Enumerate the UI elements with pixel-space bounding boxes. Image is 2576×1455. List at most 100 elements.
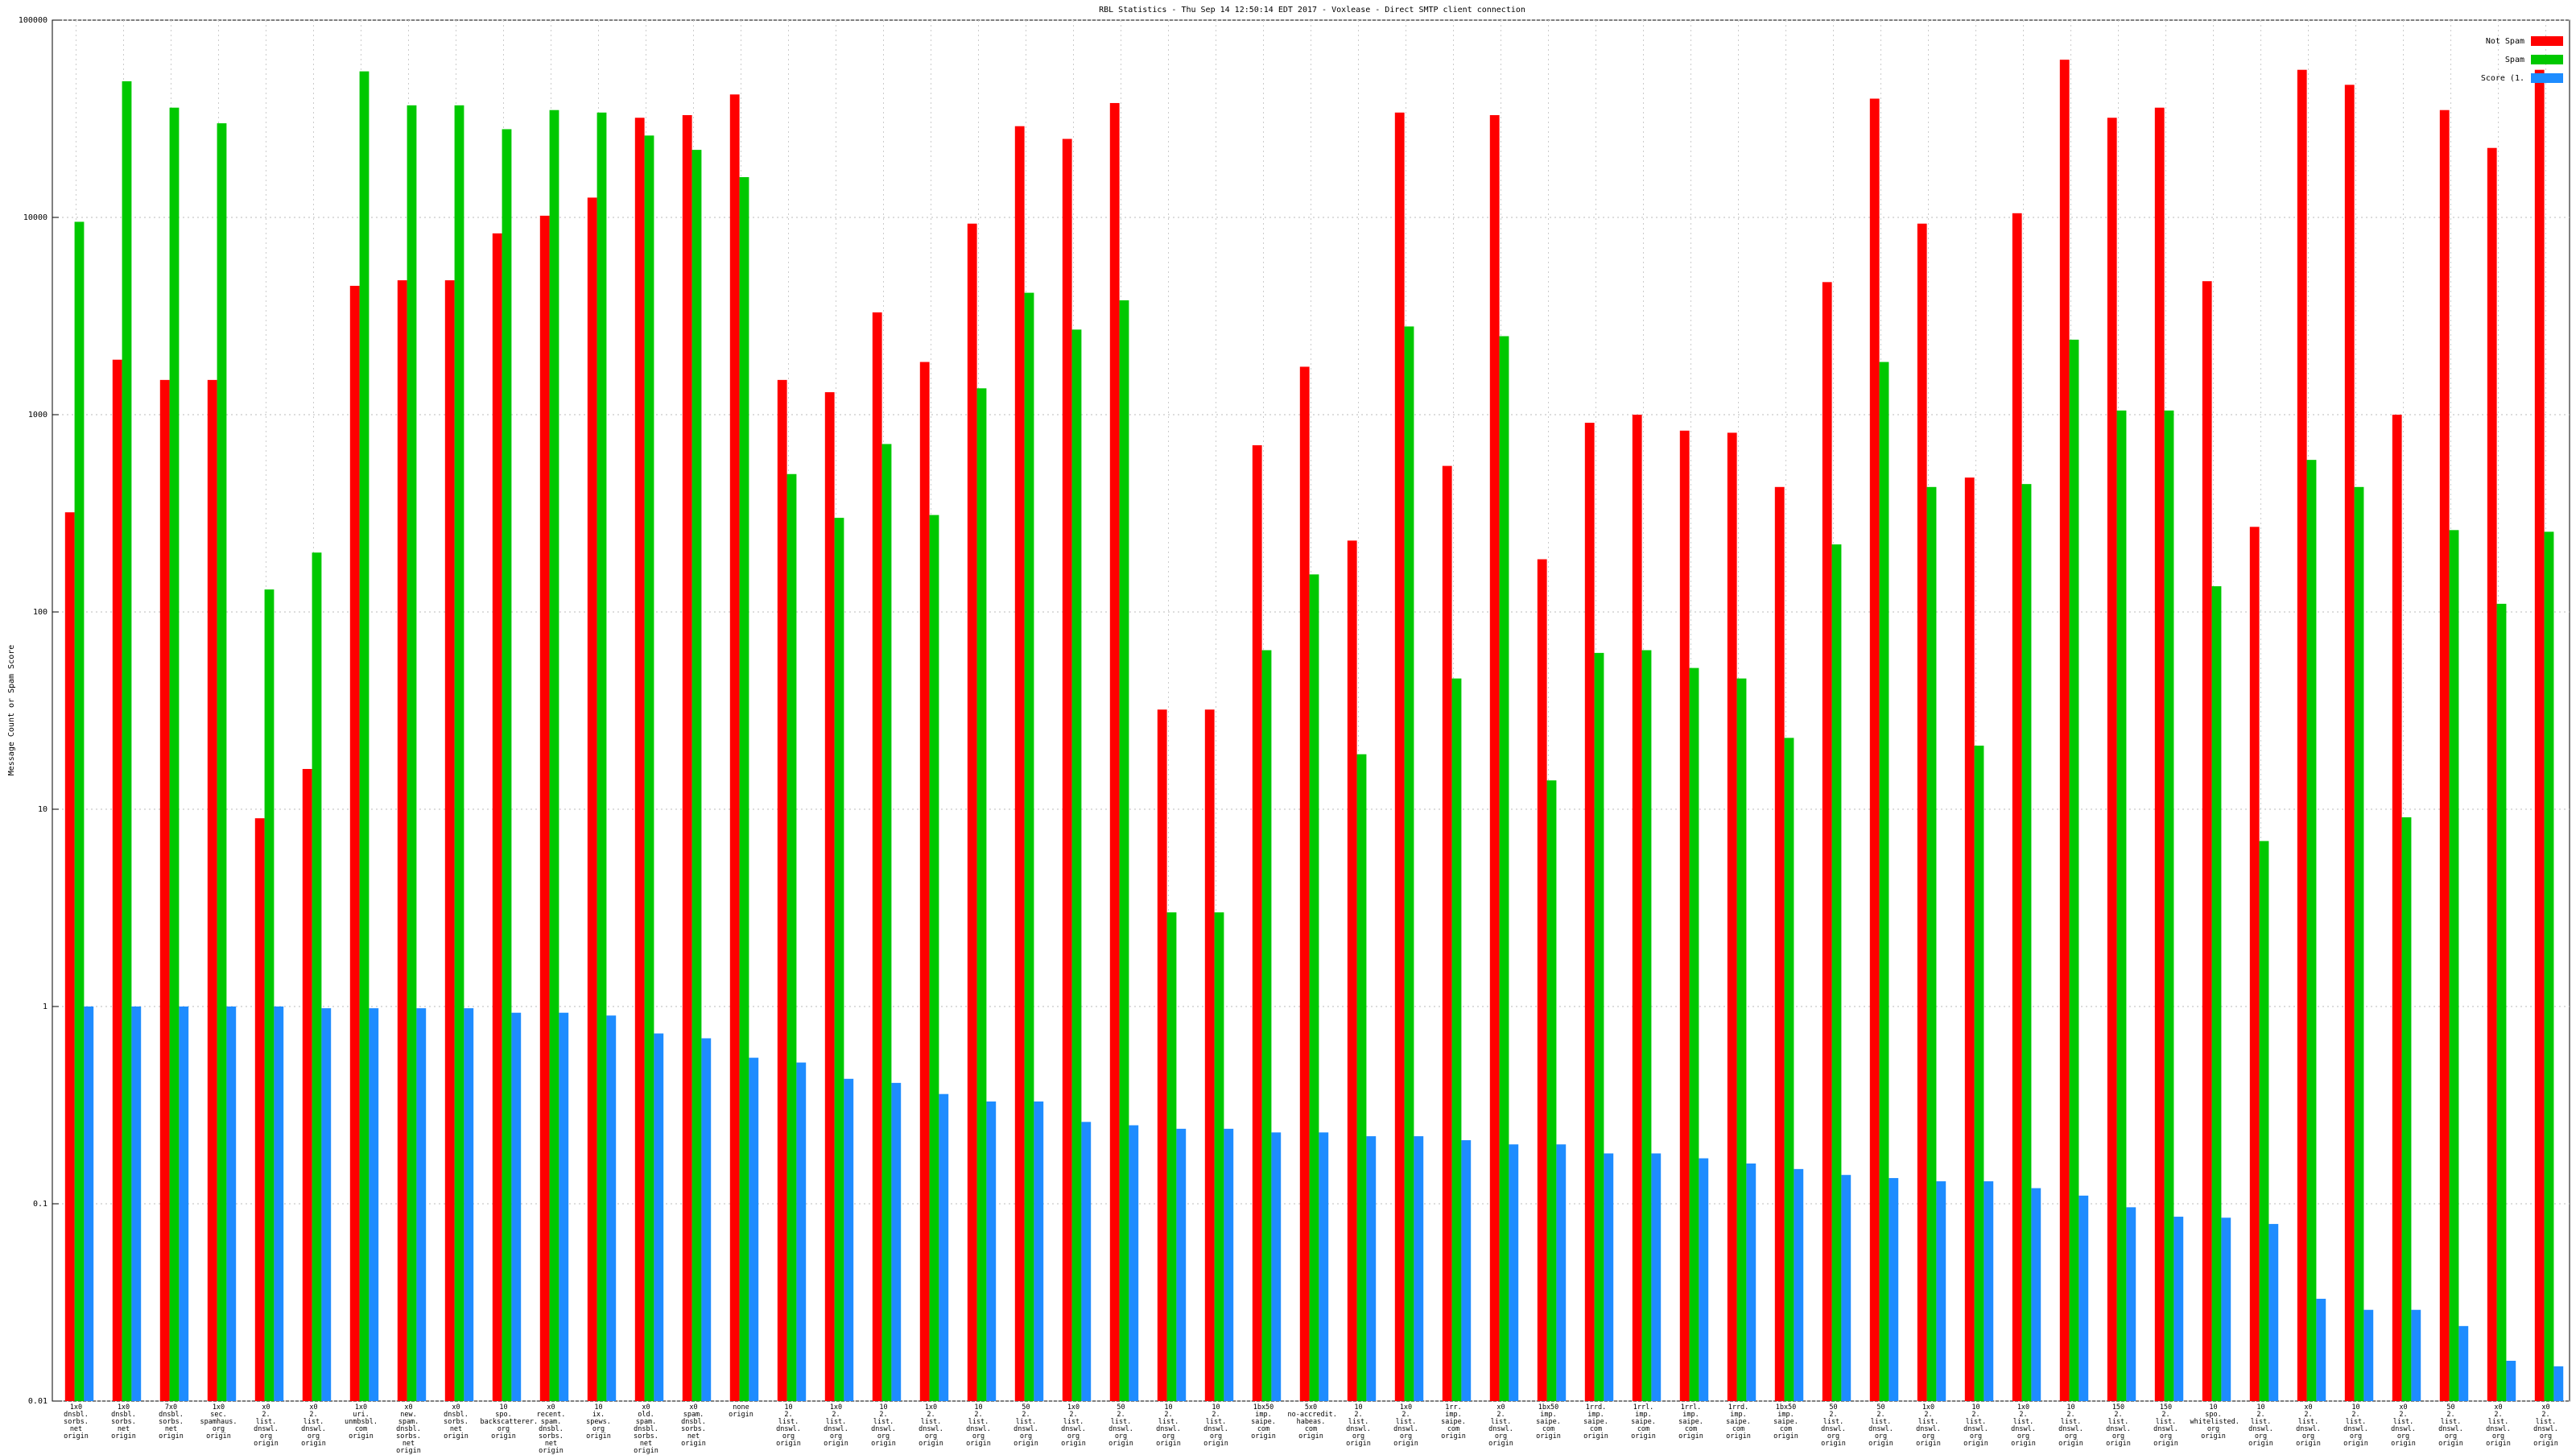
bar [397, 280, 407, 1401]
bar [1129, 1125, 1139, 1401]
bar [1024, 292, 1034, 1401]
bar [2249, 527, 2260, 1401]
bar [1879, 362, 1889, 1401]
bar [122, 81, 132, 1401]
bar [64, 512, 75, 1401]
bar [919, 362, 930, 1401]
bar [2164, 410, 2174, 1402]
y-tick-label: 0.01 [28, 1397, 47, 1406]
bar [2344, 85, 2355, 1401]
bar [2553, 1366, 2564, 1401]
bar [2392, 415, 2402, 1401]
bar [2021, 484, 2032, 1401]
bar [1347, 540, 1357, 1401]
bar [2107, 118, 2117, 1401]
bar [492, 233, 502, 1401]
bar [539, 215, 550, 1401]
bar [1014, 126, 1025, 1401]
bar [1319, 1132, 1329, 1401]
bar [2031, 1188, 2041, 1401]
bar [1404, 326, 1414, 1401]
y-tick-label: 1000 [28, 411, 47, 420]
bar [1794, 1168, 1804, 1401]
bar [74, 221, 85, 1401]
bar [2012, 213, 2022, 1402]
bar [1509, 1144, 1519, 1401]
bar [1604, 1153, 1614, 1401]
bar [587, 197, 597, 1402]
legend-label: Spam [2505, 56, 2524, 64]
bar [1271, 1132, 1282, 1401]
bar [84, 1007, 94, 1401]
bar [967, 223, 977, 1401]
bar [891, 1082, 902, 1401]
bar [1366, 1136, 1377, 1401]
y-tick-label: 1 [43, 1002, 47, 1011]
bar [1414, 1136, 1424, 1401]
bar [606, 1015, 617, 1401]
bar [1176, 1128, 1187, 1401]
bar [1727, 432, 1737, 1401]
bar [1109, 102, 1120, 1402]
bar [2297, 69, 2307, 1401]
bar [1157, 709, 1167, 1401]
bar [654, 1033, 664, 1401]
bar [464, 1008, 474, 1401]
bar [2259, 841, 2269, 1401]
bar [1356, 754, 1367, 1401]
bar [1736, 678, 1747, 1401]
bar [179, 1007, 189, 1401]
y-tick-label: 0.1 [33, 1200, 47, 1209]
bar [359, 71, 369, 1402]
bar [1299, 366, 1310, 1401]
bar [2116, 410, 2127, 1402]
bar [824, 392, 835, 1402]
bar [1451, 678, 1462, 1401]
bar [872, 312, 882, 1401]
bar [1651, 1153, 1662, 1401]
bar [1204, 709, 1215, 1401]
bar [2544, 531, 2554, 1401]
bar [749, 1057, 759, 1401]
bar [644, 135, 654, 1401]
bar [2154, 107, 2165, 1401]
bar [502, 129, 512, 1401]
bar [834, 518, 844, 1402]
bar [2268, 1224, 2279, 1401]
bar [207, 379, 217, 1401]
bar [2534, 69, 2545, 1401]
bar [1917, 223, 1927, 1401]
bar [1442, 465, 1452, 1402]
bar [2449, 530, 2459, 1401]
bar [416, 1008, 427, 1401]
bar [1261, 650, 1272, 1401]
bar [777, 379, 787, 1401]
bar [454, 105, 464, 1402]
bar [1537, 559, 1547, 1401]
bar [2221, 1217, 2231, 1401]
bar [2354, 486, 2364, 1401]
y-axis-label: Message Count or Spam Score [7, 645, 16, 776]
bar [2363, 1309, 2374, 1401]
bar [939, 1093, 949, 1401]
bar [2306, 460, 2317, 1401]
bar [1974, 746, 1984, 1401]
bar [1831, 544, 1842, 1401]
bar [2202, 281, 2212, 1401]
bar [1594, 652, 1604, 1401]
bar [1309, 574, 1319, 1402]
bar [2211, 586, 2222, 1401]
bar [1984, 1181, 1994, 1401]
bar [1214, 912, 1224, 1401]
bar [1071, 329, 1082, 1401]
bar [1936, 1181, 1946, 1401]
bar [1689, 668, 1699, 1401]
bar [1632, 415, 1642, 1401]
bar [634, 118, 645, 1401]
bar [2126, 1207, 2136, 1401]
bar [1784, 738, 1794, 1401]
bar [1889, 1178, 1899, 1401]
bar [1964, 477, 1975, 1401]
bar [796, 1062, 807, 1401]
